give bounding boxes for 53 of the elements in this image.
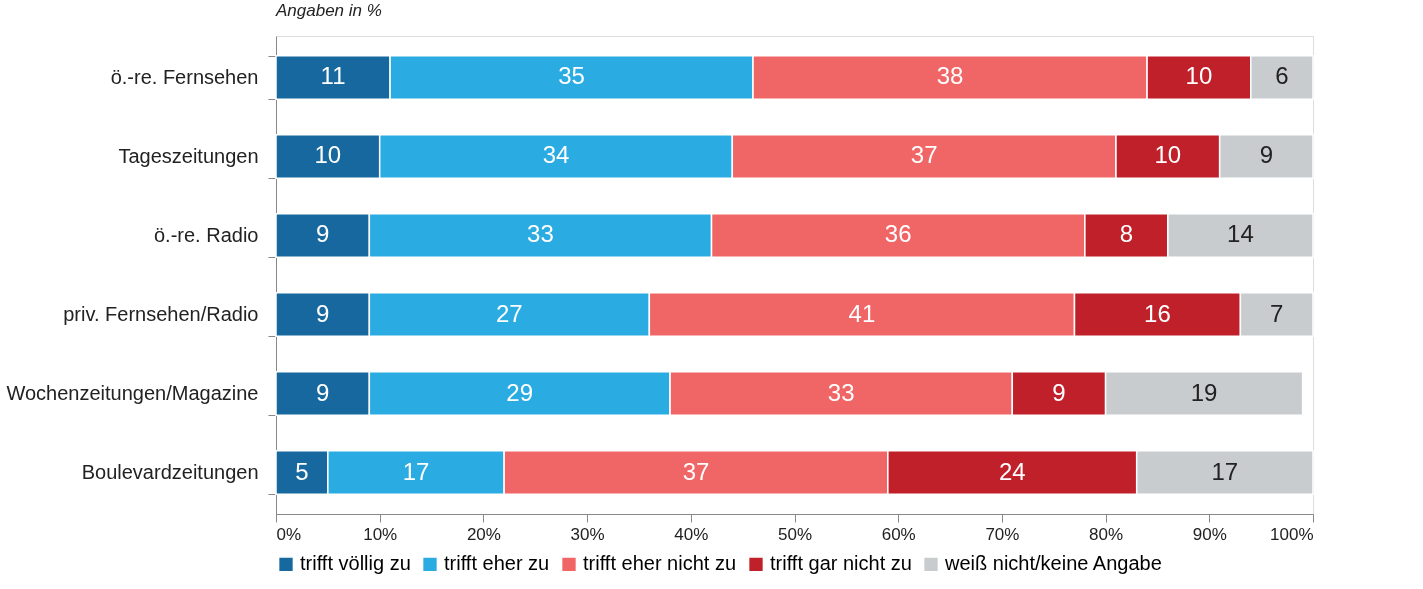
y-tick-label: Wochenzeitungen/Magazine [6,382,259,405]
data-label: 9 [1259,141,1274,169]
data-label: 7 [1270,299,1284,327]
x-tick-label: 10% [363,524,398,544]
data-label: 14 [1227,220,1254,248]
x-tick-label: 0% [276,524,302,544]
data-label: 37 [682,457,710,485]
x-tick-label: 50% [777,524,813,544]
x-tick-label: 100% [1270,524,1314,544]
data-label: 36 [884,220,912,248]
x-tick-label: 80% [1089,524,1124,544]
x-tick-label: 40% [674,524,709,544]
y-tick-label: Boulevardzeitungen [81,461,259,484]
data-label: 5 [295,457,309,485]
y-tick-label: ö.-re. Radio [154,224,259,246]
legend-label: trifft völlig zu [300,552,411,575]
legend-label: trifft gar nicht zu [770,552,912,575]
legend-label: trifft eher nicht zu [583,552,737,575]
data-label: 16 [1144,299,1171,327]
data-label: 27 [495,299,523,327]
x-tick-label: 30% [570,524,605,544]
data-label: 17 [402,457,430,485]
data-label: 33 [527,220,554,248]
data-label: 35 [558,62,585,90]
x-tick-label: 90% [1192,524,1227,544]
data-label: 10 [1185,62,1213,90]
data-label: 24 [998,457,1026,485]
x-tick-label: 70% [985,524,1020,544]
x-tick-label: 60% [881,524,916,544]
data-label: 9 [1052,378,1066,406]
data-label: 38 [936,62,964,90]
data-label: 19 [1190,378,1218,406]
data-label: 10 [1154,141,1182,169]
data-label: 10 [314,141,342,169]
x-tick-label: 20% [466,524,501,544]
data-label: 41 [848,299,876,327]
y-tick-label: Tageszeitungen [118,144,259,167]
data-label: 6 [1275,62,1289,90]
legend-label: trifft eher zu [444,552,550,575]
data-label: 33 [827,378,855,406]
data-label: 8 [1119,220,1134,248]
y-tick-label: priv. Fernsehen/Radio [63,303,259,325]
chart-subtitle: Angaben in % [275,1,382,20]
data-label: 11 [320,62,346,90]
data-label: 9 [315,220,330,248]
data-label: 9 [315,378,330,406]
data-label: 29 [506,378,534,406]
data-label: 34 [542,141,570,169]
legend-label: weiß nicht/keine Angabe [944,552,1162,575]
data-label: 37 [910,141,938,169]
data-label: 9 [315,299,330,327]
data-label: 17 [1211,457,1239,485]
y-tick-label: ö.-re. Fernsehen [110,65,259,88]
